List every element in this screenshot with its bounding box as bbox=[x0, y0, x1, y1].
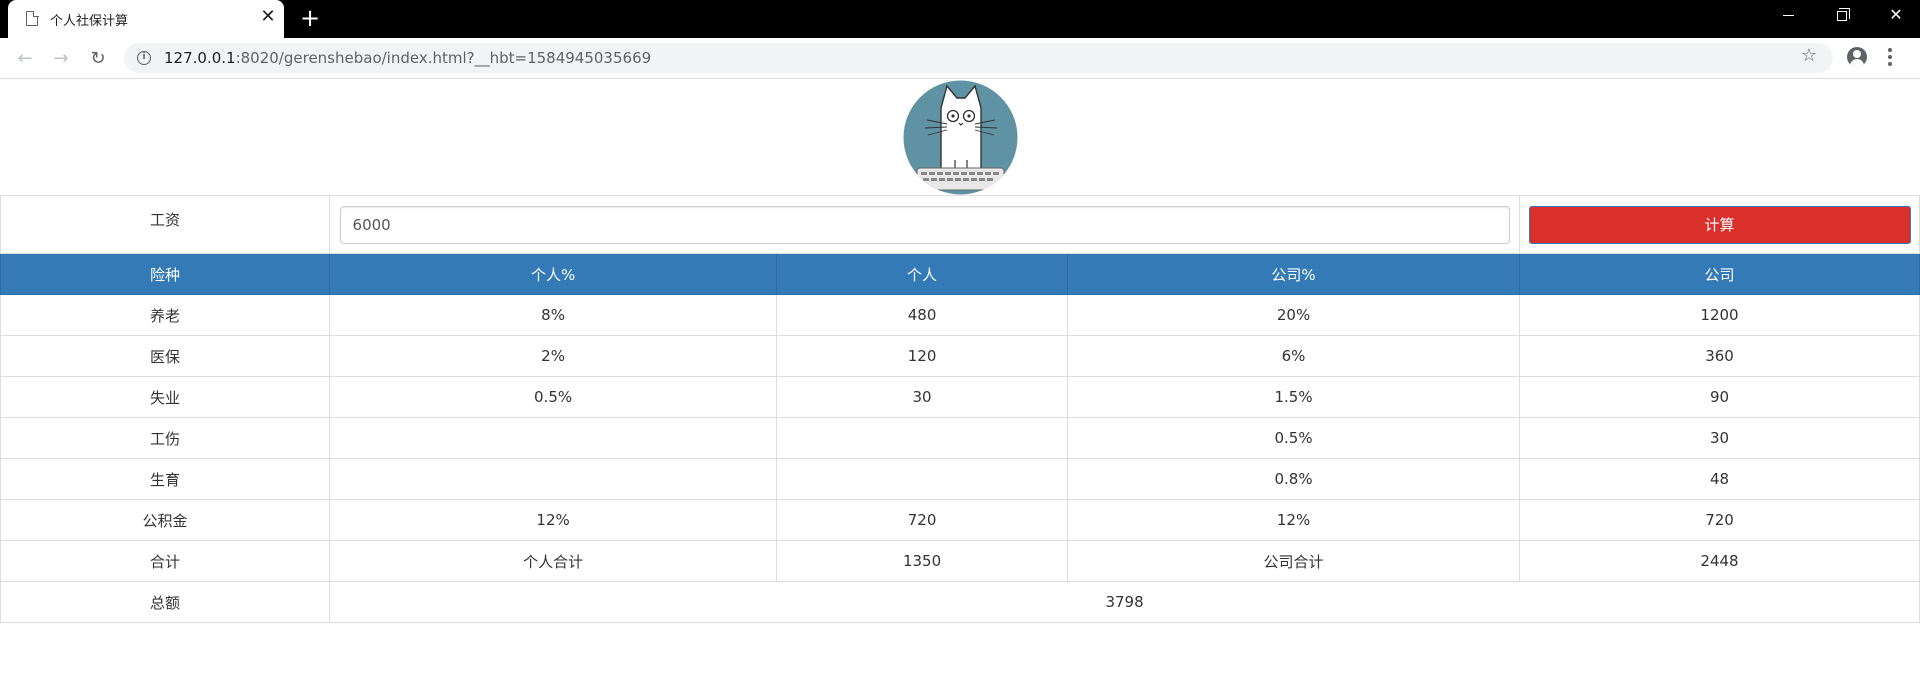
header-company-rate: 公司% bbox=[1067, 253, 1521, 295]
insurance-table: 工资 计算 险种 个人% 个人 公司% 公司 养老 8% 480 20% 120… bbox=[0, 195, 1920, 623]
salary-label: 工资 bbox=[0, 195, 331, 254]
table-row: 医保 2% 120 6% 360 bbox=[0, 335, 1920, 377]
total-row: 总额 3798 bbox=[0, 581, 1920, 623]
table-row: 公积金 12% 720 12% 720 bbox=[0, 499, 1920, 541]
cell-personal-amount bbox=[776, 458, 1069, 500]
cell-personal-amount: 30 bbox=[776, 376, 1069, 418]
cell-company-rate: 6% bbox=[1067, 335, 1521, 377]
cell-personal-amount bbox=[776, 417, 1069, 459]
header-insurance-type: 险种 bbox=[0, 253, 331, 295]
cell-personal-amount: 720 bbox=[776, 499, 1069, 541]
profile-icon[interactable] bbox=[1847, 47, 1867, 67]
plus-icon[interactable]: + bbox=[299, 4, 321, 32]
table-header-row: 险种 个人% 个人 公司% 公司 bbox=[0, 253, 1920, 295]
cell-insurance-type: 失业 bbox=[0, 376, 331, 418]
browser-titlebar: 个人社保计算 ✕ + ✕ bbox=[0, 0, 1920, 38]
url-text[interactable]: 127.0.0.1:8020/gerenshebao/index.html?__… bbox=[164, 49, 651, 67]
cat-logo bbox=[903, 80, 1018, 195]
tab-title: 个人社保计算 bbox=[50, 14, 129, 29]
document-icon bbox=[26, 10, 39, 26]
cell-company-sum-label: 公司合计 bbox=[1067, 540, 1521, 582]
close-icon[interactable]: ✕ bbox=[260, 6, 276, 27]
salary-input[interactable] bbox=[339, 205, 1510, 244]
cell-personal-amount: 480 bbox=[776, 294, 1069, 336]
minimize-button[interactable] bbox=[1760, 0, 1816, 30]
cell-company-rate: 20% bbox=[1067, 294, 1521, 336]
cell-company-amount: 1200 bbox=[1519, 294, 1920, 336]
cell-personal-rate: 12% bbox=[329, 499, 778, 541]
url-host: 127.0.0.1 bbox=[164, 49, 236, 67]
cell-personal-rate bbox=[329, 417, 778, 459]
cell-company-rate: 0.8% bbox=[1067, 458, 1521, 500]
browser-tab[interactable]: 个人社保计算 ✕ bbox=[8, 0, 284, 38]
table-row: 失业 0.5% 30 1.5% 90 bbox=[0, 376, 1920, 418]
cell-personal-sum: 1350 bbox=[776, 540, 1069, 582]
info-icon[interactable]: i bbox=[137, 51, 151, 65]
address-bar[interactable]: i 127.0.0.1:8020/gerenshebao/index.html?… bbox=[124, 43, 1833, 73]
cell-personal-rate: 2% bbox=[329, 335, 778, 377]
table-row: 工伤 0.5% 30 bbox=[0, 417, 1920, 459]
sum-row: 合计 个人合计 1350 公司合计 2448 bbox=[0, 540, 1920, 582]
cell-company-rate: 1.5% bbox=[1067, 376, 1521, 418]
cell-insurance-type: 养老 bbox=[0, 294, 331, 336]
window-close-button[interactable]: ✕ bbox=[1889, 5, 1903, 24]
cell-company-amount: 30 bbox=[1519, 417, 1920, 459]
cell-company-amount: 48 bbox=[1519, 458, 1920, 500]
browser-toolbar: ← → ↻ i 127.0.0.1:8020/gerenshebao/index… bbox=[0, 38, 1920, 79]
menu-icon[interactable] bbox=[1888, 48, 1892, 68]
cell-company-amount: 360 bbox=[1519, 335, 1920, 377]
cell-insurance-type: 工伤 bbox=[0, 417, 331, 459]
header-company-amount: 公司 bbox=[1519, 253, 1920, 295]
url-path: :8020/gerenshebao/index.html?__hbt=15849… bbox=[235, 49, 652, 67]
table-row: 生育 0.8% 48 bbox=[0, 458, 1920, 500]
page-content: 工资 计算 险种 个人% 个人 公司% 公司 养老 8% 480 20% 120… bbox=[0, 80, 1920, 674]
calc-button-cell: 计算 bbox=[1519, 195, 1920, 254]
cell-company-amount: 720 bbox=[1519, 499, 1920, 541]
cell-company-amount: 90 bbox=[1519, 376, 1920, 418]
salary-input-cell bbox=[329, 195, 1521, 254]
star-icon[interactable]: ☆ bbox=[1801, 45, 1818, 66]
cell-insurance-type: 生育 bbox=[0, 458, 331, 500]
cell-personal-amount: 120 bbox=[776, 335, 1069, 377]
cell-personal-rate bbox=[329, 458, 778, 500]
cell-sum-label: 合计 bbox=[0, 540, 331, 582]
header-personal-amount: 个人 bbox=[776, 253, 1069, 295]
cell-company-sum: 2448 bbox=[1519, 540, 1920, 582]
reload-icon[interactable]: ↻ bbox=[90, 48, 106, 69]
calculate-button[interactable]: 计算 bbox=[1528, 205, 1911, 244]
cell-insurance-type: 公积金 bbox=[0, 499, 331, 541]
cell-personal-rate: 8% bbox=[329, 294, 778, 336]
forward-arrow-icon[interactable]: → bbox=[53, 48, 69, 69]
cell-company-rate: 0.5% bbox=[1067, 417, 1521, 459]
cell-company-rate: 12% bbox=[1067, 499, 1521, 541]
table-row: 养老 8% 480 20% 1200 bbox=[0, 294, 1920, 336]
cell-personal-rate: 0.5% bbox=[329, 376, 778, 418]
cell-insurance-type: 医保 bbox=[0, 335, 331, 377]
salary-row: 工资 计算 bbox=[0, 195, 1920, 254]
cell-total-value: 3798 bbox=[329, 581, 1920, 623]
cell-total-label: 总额 bbox=[0, 581, 331, 623]
restore-button[interactable] bbox=[1814, 0, 1870, 30]
cell-personal-sum-label: 个人合计 bbox=[329, 540, 778, 582]
header-personal-rate: 个人% bbox=[329, 253, 778, 295]
back-arrow-icon[interactable]: ← bbox=[17, 48, 33, 69]
